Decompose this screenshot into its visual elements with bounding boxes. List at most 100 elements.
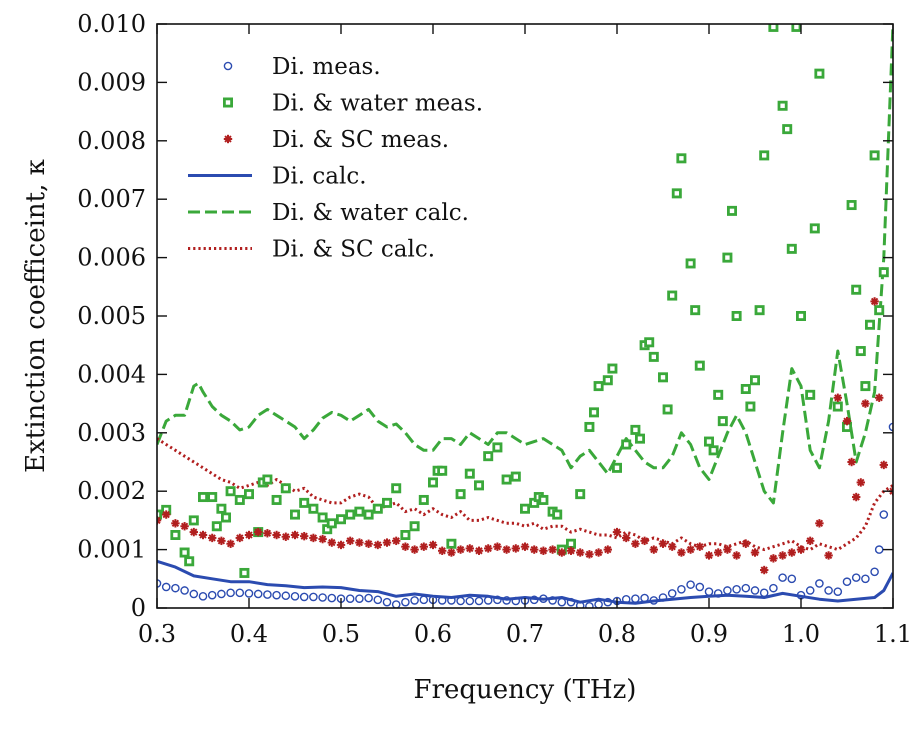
data-point (777, 100, 788, 111)
legend-entry-di-calc: Di. calc. (188, 164, 367, 190)
y-tick-label: 0.001 (77, 536, 146, 564)
series-di-sc-meas (157, 297, 893, 575)
data-point (326, 518, 337, 529)
data-point (217, 536, 226, 546)
data-point (474, 596, 484, 606)
series-line-di-calc (157, 559, 893, 605)
data-point (649, 596, 659, 605)
data-point (708, 445, 719, 456)
legend-swatch (223, 134, 233, 144)
legend-swatch (223, 97, 233, 108)
data-point (714, 548, 723, 557)
data-point (833, 393, 842, 402)
data-point (456, 545, 465, 554)
x-tick-label: 0.6 (414, 620, 452, 648)
data-point (658, 593, 668, 602)
data-point (428, 540, 438, 550)
data-point (501, 474, 512, 485)
data-point (539, 546, 548, 555)
data-point (621, 439, 632, 450)
data-point (410, 545, 419, 554)
data-point (602, 375, 613, 386)
data-point (824, 586, 833, 595)
data-point (852, 492, 861, 502)
data-point (833, 587, 843, 596)
data-point (648, 351, 659, 362)
data-point (520, 542, 530, 551)
data-point (631, 594, 640, 603)
data-point (870, 297, 879, 306)
data-point (685, 258, 696, 269)
data-point (318, 534, 327, 544)
y-tick-label: 0 (131, 594, 146, 622)
data-point (382, 538, 392, 547)
data-point (671, 188, 682, 199)
data-point (493, 542, 502, 551)
data-point (300, 531, 309, 541)
data-point (336, 540, 346, 550)
data-point (603, 545, 612, 554)
x-tick-label: 1.0 (782, 620, 820, 648)
data-point (594, 600, 603, 608)
data-point (750, 586, 760, 595)
data-point (874, 305, 885, 316)
data-point (861, 399, 870, 408)
data-point (750, 548, 760, 557)
data-point (180, 522, 189, 531)
data-point (575, 489, 586, 500)
data-point (184, 556, 195, 567)
y-tick-label: 0.006 (77, 244, 146, 272)
data-point (179, 547, 190, 558)
data-point (437, 465, 448, 476)
data-point (759, 150, 770, 161)
data-point (438, 546, 447, 555)
data-point (281, 591, 291, 601)
data-point (658, 372, 668, 383)
data-point (658, 539, 668, 548)
y-tick-label: 0.008 (77, 127, 146, 155)
data-point (875, 393, 884, 402)
data-point (456, 596, 465, 606)
data-point (391, 600, 401, 608)
data-point (870, 567, 879, 577)
data-point (566, 546, 576, 555)
axis-ticks: 0.3 0.4 0.5 0.6 0.7 0.8 0.9 1.0 1.1 0 0.001 0.002 0.… (77, 10, 912, 648)
series-di-calc (157, 559, 893, 605)
data-point (171, 519, 180, 528)
data-point (704, 551, 714, 560)
data-point (418, 494, 429, 505)
data-point (263, 590, 272, 599)
y-tick-label: 0.002 (77, 477, 146, 505)
legend-label: Di. & water meas. (272, 91, 483, 117)
data-point (723, 586, 732, 595)
data-point (272, 530, 281, 540)
data-point (805, 586, 815, 595)
y-tick-label: 0.010 (77, 10, 146, 38)
x-axis-title: Frequency (THz) (414, 675, 637, 705)
data-point (538, 494, 549, 505)
data-point (676, 153, 687, 164)
y-tick-label: 0.003 (77, 419, 146, 447)
data-point (694, 360, 705, 371)
data-point (584, 421, 595, 432)
data-point (769, 554, 778, 563)
data-point (207, 492, 218, 503)
data-point (474, 480, 484, 491)
data-point (677, 585, 686, 594)
data-point (382, 497, 392, 508)
series-line-di-sc-calc (157, 437, 893, 552)
data-point (548, 545, 557, 554)
data-point (309, 592, 318, 602)
data-point (622, 533, 631, 543)
data-point (589, 407, 599, 418)
data-point (576, 548, 585, 557)
data-point (198, 530, 208, 540)
data-point (262, 474, 273, 485)
data-point (667, 290, 678, 301)
data-point (483, 451, 494, 462)
data-point (171, 583, 180, 593)
data-point (345, 509, 356, 520)
data-point (630, 424, 641, 435)
data-point (865, 319, 875, 330)
data-point (401, 542, 410, 551)
